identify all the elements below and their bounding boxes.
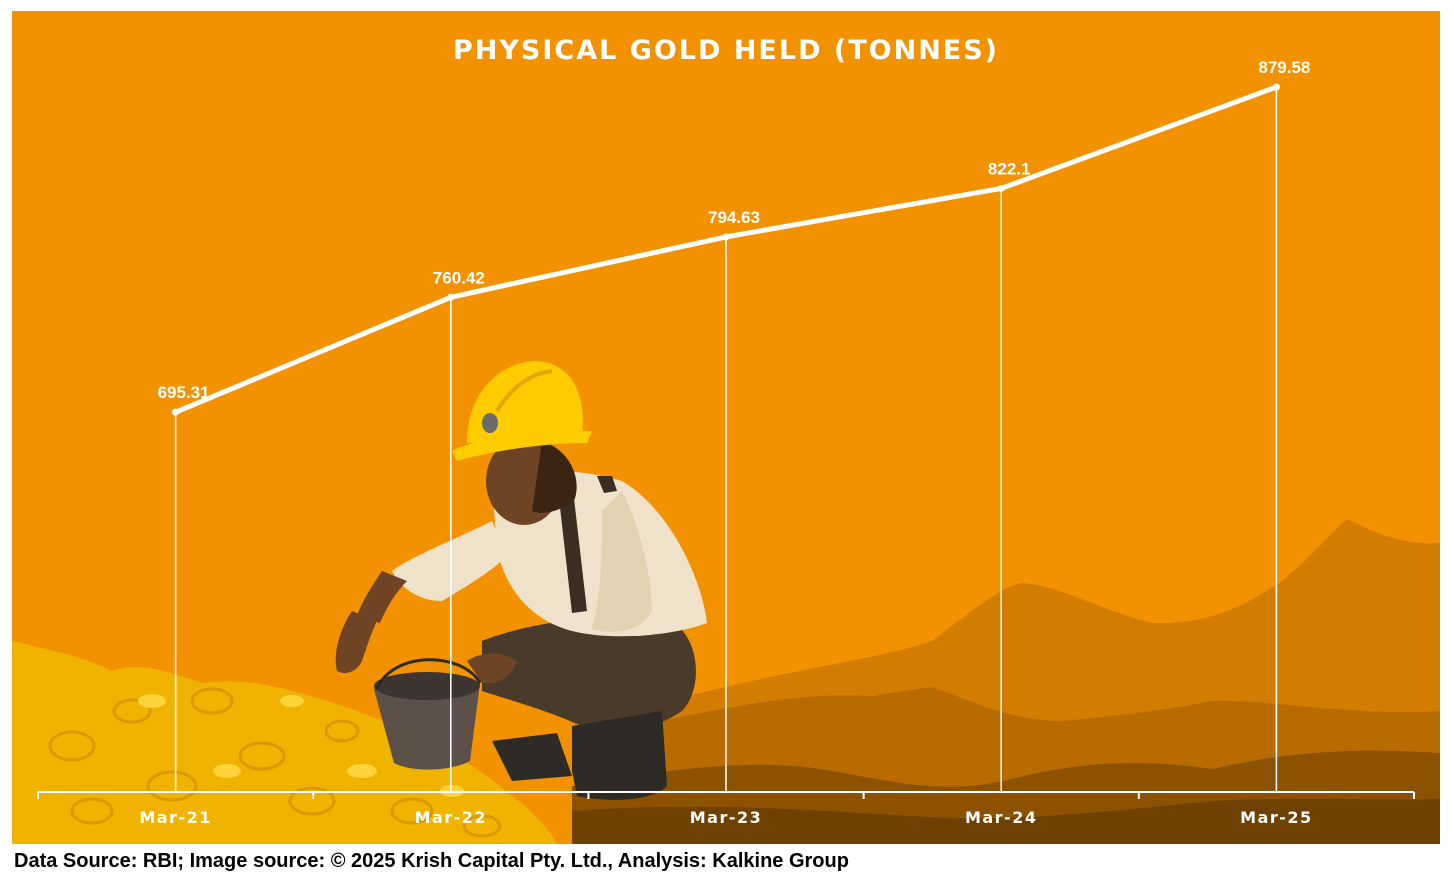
x-tick-label: Mar-23	[690, 808, 763, 827]
data-labels: 695.31 760.42 794.63 822.1 879.58	[158, 58, 1311, 402]
data-label: 794.63	[708, 208, 760, 227]
x-axis	[37, 791, 1415, 799]
x-tick-labels: Mar-21 Mar-22 Mar-23 Mar-24 Mar-25	[139, 808, 1313, 827]
data-label: 879.58	[1258, 58, 1310, 77]
data-label: 822.1	[988, 159, 1031, 178]
data-point	[1272, 83, 1280, 91]
gold-miner-illustration-icon	[12, 361, 1440, 844]
x-tick-label: Mar-25	[1240, 808, 1313, 827]
data-point	[447, 293, 455, 301]
data-point	[722, 233, 730, 241]
source-note: Data Source: RBI; Image source: © 2025 K…	[14, 850, 849, 872]
x-tick-label: Mar-24	[965, 808, 1038, 827]
chart-frame: 695.31 760.42 794.63 822.1 879.58 Mar-21 Mar-…	[12, 11, 1440, 844]
drop-lines	[174, 87, 1278, 792]
chart-title: PHYSICAL GOLD HELD (TONNES)	[453, 35, 999, 66]
data-label: 695.31	[158, 383, 210, 402]
x-tick-label: Mar-21	[139, 808, 212, 827]
data-point	[997, 184, 1005, 192]
data-label: 760.42	[433, 268, 485, 287]
x-tick-label: Mar-22	[415, 808, 488, 827]
series-line-group	[172, 83, 1280, 416]
data-point	[172, 408, 180, 416]
